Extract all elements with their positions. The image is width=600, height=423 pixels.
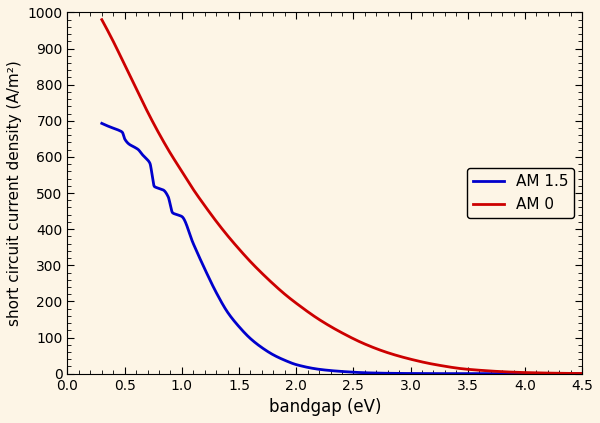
AM 1.5 (303, 365, 310, 370)
AM 1.5 (569, 371, 576, 376)
Line: AM 0: AM 0 (102, 19, 582, 374)
AM 1.5 (578, 371, 586, 376)
Legend: AM 1.5, AM 0: AM 1.5, AM 0 (467, 168, 574, 218)
AM 1.5 (283, 358, 290, 363)
AM 1.5 (517, 371, 524, 376)
Y-axis label: short circuit current density (A/m²): short circuit current density (A/m²) (7, 60, 22, 326)
AM 0 (517, 370, 524, 375)
AM 0 (283, 293, 290, 298)
AM 0 (578, 371, 586, 376)
AM 0 (569, 371, 576, 376)
AM 0 (153, 126, 160, 132)
AM 1.5 (153, 185, 160, 190)
AM 0 (98, 17, 106, 22)
AM 1.5 (181, 219, 188, 224)
AM 0 (303, 308, 310, 313)
AM 1.5 (98, 121, 106, 126)
Line: AM 1.5: AM 1.5 (102, 124, 582, 374)
AM 0 (181, 174, 188, 179)
X-axis label: bandgap (eV): bandgap (eV) (269, 398, 381, 416)
